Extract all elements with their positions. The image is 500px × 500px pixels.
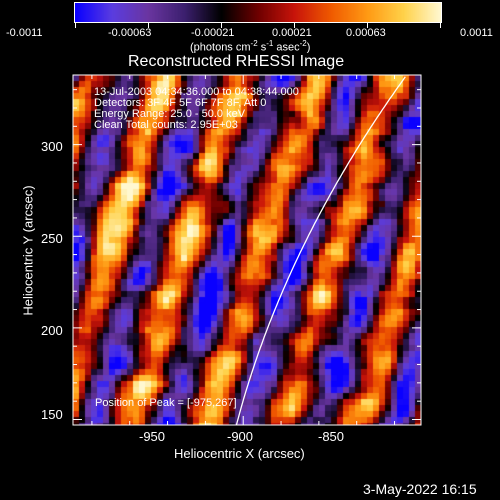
unit-text: (photons cm [190, 41, 251, 54]
colorbar-border [74, 2, 442, 23]
solar-limb-curve [235, 76, 406, 426]
annotation-detectors: Detectors: 3F 4F 5F 6F 7F 8F, Att 0 [94, 97, 267, 109]
unit-superscript: -2 [250, 39, 258, 48]
peak-position-label: Position of Peak = [-975,267] [95, 397, 237, 409]
x-tick-marks [91, 75, 396, 425]
chart-title: Reconstructed RHESSI Image [128, 53, 345, 70]
timestamp: 3-May-2022 16:15 [363, 481, 477, 497]
colorbar-tick-mark [221, 22, 222, 28]
unit-superscript: -1 [266, 39, 274, 48]
heatmap-image [73, 75, 421, 425]
y-axis-label: Heliocentric Y (arcsec) [20, 185, 36, 316]
y-tick-label: 250 [41, 231, 63, 246]
unit-superscript: -2 [299, 39, 307, 48]
x-tick-label: -850 [318, 429, 345, 444]
colorbar-tick-label: 0.0011 [460, 27, 493, 39]
colorbar-tick-label: 0.00021 [272, 27, 312, 39]
colorbar [75, 3, 441, 22]
annotation-energy-range: Energy Range: 25.0 - 50.0 keV [94, 108, 246, 120]
unit-text: asec [273, 41, 300, 54]
colorbar-tick-mark [148, 22, 149, 28]
plot-frame [72, 74, 422, 426]
annotation-clean-counts: Clean Total counts: 2.95E+03 [94, 119, 238, 131]
colorbar-tick-mark [75, 22, 76, 28]
y-tick-label: 300 [41, 139, 63, 154]
colorbar-tick-label: 0.00063 [346, 27, 386, 39]
colorbar-tick-label: -0.00063 [108, 27, 152, 39]
colorbar-tick-mark [294, 22, 295, 28]
colorbar-tick-mark [440, 22, 441, 28]
unit-text: ) [306, 41, 311, 54]
colorbar-tick-label: -0.0011 [6, 27, 43, 39]
colorbar-unit-label: (photons cm-2 s-1 asec-2) [190, 39, 310, 54]
annotation-time-range: 13-Jul-2003 04:34:36.000 to 04:38:44.000 [94, 86, 299, 98]
unit-text: s [257, 41, 267, 54]
y-tick-marks [73, 89, 421, 421]
x-tick-label: -950 [139, 429, 166, 444]
x-axis-label: Heliocentric X (arcsec) [174, 446, 305, 461]
y-tick-label: 200 [41, 323, 63, 338]
colorbar-tick-label: -0.00021 [191, 27, 235, 39]
colorbar-tick-mark [367, 22, 368, 28]
y-tick-label: 150 [41, 407, 63, 422]
x-tick-label: -900 [227, 429, 254, 444]
